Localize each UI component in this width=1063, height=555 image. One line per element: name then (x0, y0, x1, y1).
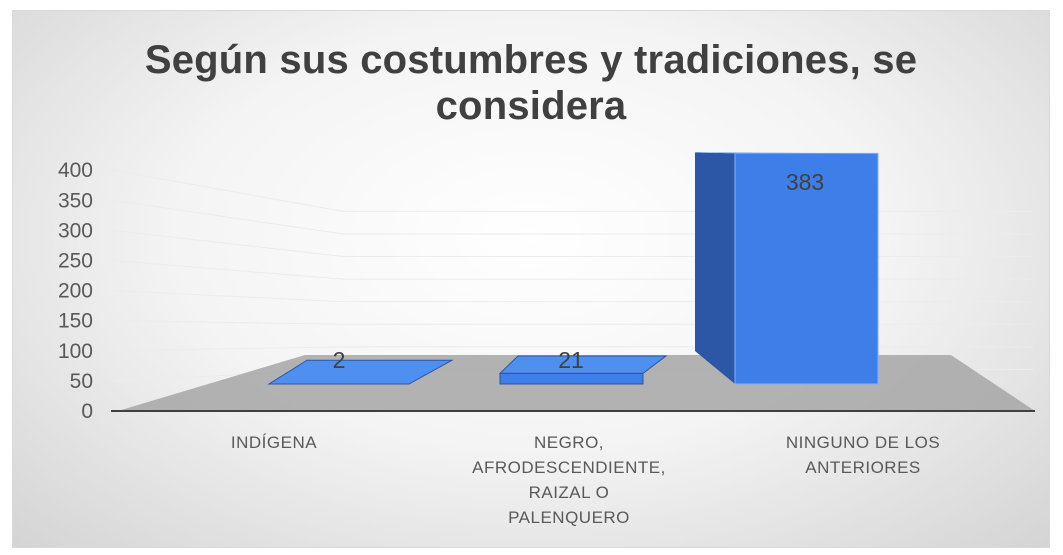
gridline (112, 260, 1033, 280)
gridline (112, 199, 1033, 235)
x-category-label: PALENQUERO (508, 508, 630, 527)
y-tick-label: 300 (58, 219, 93, 242)
x-category-label: NEGRO, (534, 433, 604, 452)
bar-side-face (695, 152, 735, 384)
x-category-label: AFRODESCENDIENTE, (472, 458, 666, 477)
gridline (112, 290, 1033, 303)
gridline (112, 320, 1033, 325)
bar-value-label: 383 (786, 169, 824, 195)
y-tick-label: 0 (81, 400, 93, 423)
bar-front-face (499, 372, 644, 385)
chart-plot: 0 50 100 150 200 250 300 350 400 2 21 383 INDÍGENA NE… (58, 152, 1035, 527)
bar-value-label: 2 (333, 347, 346, 373)
bar-top-face (695, 152, 878, 154)
bar-value-label: 21 (558, 347, 584, 373)
bar (267, 359, 454, 385)
bar (695, 152, 879, 385)
x-category-label: INDÍGENA (231, 433, 317, 452)
chart-title-line-1: Según sus costumbres y tradiciones, se (144, 38, 918, 82)
y-tick-label: 100 (58, 340, 93, 363)
y-tick-label: 400 (58, 159, 93, 182)
x-category-label: RAIZAL O (529, 483, 610, 502)
chart-frame: Según sus costumbres y tradiciones, se c… (12, 10, 1050, 548)
bar (498, 355, 668, 385)
gridline (112, 169, 1033, 212)
y-tick-label: 200 (58, 280, 93, 303)
x-category-label: ANTERIORES (805, 458, 921, 477)
x-category-label: NINGUNO DE LOS (786, 433, 940, 452)
y-tick-label: 350 (58, 189, 93, 212)
y-tick-label: 50 (70, 370, 93, 393)
y-tick-label: 250 (58, 250, 93, 273)
chart-title-line-2: considera (435, 84, 627, 128)
y-tick-label: 150 (58, 310, 93, 333)
chart-title: Según sus costumbres y tradiciones, se c… (13, 37, 1049, 129)
